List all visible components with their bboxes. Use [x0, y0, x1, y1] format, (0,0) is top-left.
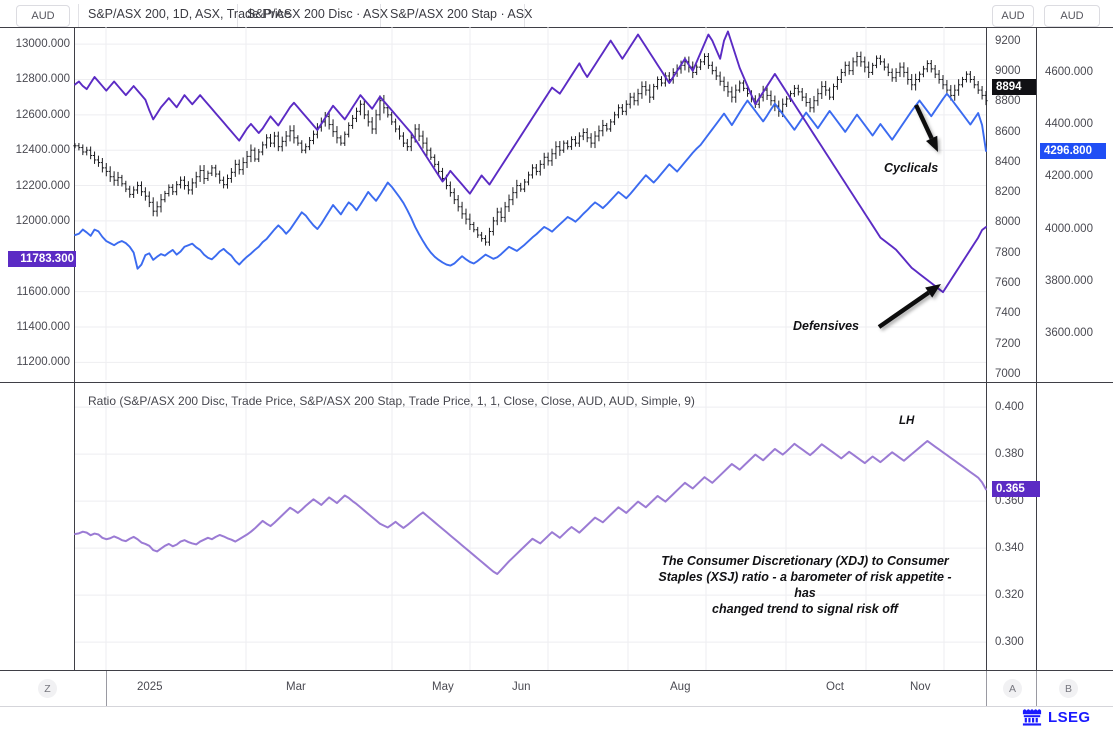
axis-tick-label: 11200.000 — [16, 356, 70, 369]
time-axis-label: Oct — [826, 681, 844, 693]
right-axis-b-price-badge[interactable]: 4296.800 — [1040, 142, 1106, 159]
axis-tick-label: 0.360 — [995, 495, 1024, 508]
axis-tick-label: 4600.000 — [1045, 65, 1093, 78]
timeaxis-axisA-divider — [986, 671, 987, 706]
lseg-wordmark: LSEG — [1048, 708, 1091, 726]
header-bottom-rule — [0, 27, 1113, 28]
left-axis-price-badge[interactable]: 11783.300 — [8, 251, 76, 268]
timeaxis-bottom-rule — [0, 706, 1113, 707]
right-axis-b-left-frame — [1036, 27, 1037, 671]
axis-tick-label: 0.380 — [995, 448, 1024, 461]
axis-tick-label: 13000.000 — [15, 38, 70, 51]
legend-divider — [237, 4, 238, 28]
axis-tick-label: 4400.000 — [1045, 118, 1093, 131]
annotation-cyclicals: Cyclicals — [884, 161, 939, 175]
axis-tick-label: 4000.000 — [1045, 222, 1093, 235]
axis-tick-label: 11600.000 — [16, 285, 70, 298]
axis-tick-label: 0.320 — [995, 589, 1024, 602]
annotation-commentary: The Consumer Discretionary (XDJ) to Cons… — [655, 553, 955, 617]
series-xdj-xsj-ratio — [74, 439, 987, 575]
price-plot-left-frame — [74, 27, 75, 671]
annotation-defensives: Defensives — [793, 319, 860, 333]
axis-tick-label: 8000 — [995, 216, 1021, 229]
axis-tick-label: 7400 — [995, 307, 1021, 320]
axis-tick-label: 12600.000 — [15, 108, 70, 121]
commentary-line: Staples (XSJ) ratio - a barometer of ris… — [658, 570, 952, 600]
axis-b-toggle-button[interactable]: B — [1059, 679, 1078, 698]
axis-tick-label: 8800 — [995, 95, 1021, 108]
time-axis-label: Aug — [670, 681, 691, 693]
axis-tick-label: 3600.000 — [1045, 326, 1093, 339]
timeaxis-axisB-divider — [1036, 671, 1037, 706]
axis-tick-label: 8600 — [995, 125, 1021, 138]
axis-tick-label: 7000 — [995, 367, 1021, 380]
zoom-reset-button[interactable]: Z — [38, 679, 57, 698]
gridlines — [75, 27, 986, 670]
left-axis-currency-pill[interactable]: AUD — [16, 5, 70, 27]
axis-tick-label: 9200 — [995, 34, 1021, 47]
axis-tick-label: 8200 — [995, 186, 1021, 199]
series-s-p-asx-200-stap-defensives- — [74, 30, 987, 294]
legend-divider — [524, 4, 525, 28]
axis-tick-label: 0.400 — [995, 401, 1024, 414]
axis-tick-label: 12000.000 — [15, 214, 70, 227]
ratio-study-title[interactable]: Ratio (S&P/ASX 200 Disc, Trade Price, S&… — [88, 394, 695, 408]
annotation-shapes — [876, 104, 941, 469]
lseg-logo: LSEG — [1021, 707, 1090, 727]
lseg-crest-icon — [1022, 709, 1042, 726]
axis-tick-label: 0.300 — [995, 636, 1024, 649]
legend-item-asx200[interactable]: S&P/ASX 200, 1D, ASX, Trade Price — [88, 7, 291, 21]
timeaxis-left-divider — [106, 671, 107, 706]
time-axis-label: 2025 — [137, 681, 163, 693]
axis-tick-label: 8400 — [995, 155, 1021, 168]
defensives-up-arrow — [877, 284, 941, 329]
legend-divider — [380, 4, 381, 28]
right-axis-a-price-badge[interactable]: 8894 — [992, 78, 1036, 95]
commentary-line: changed trend to signal risk off — [712, 602, 898, 616]
axis-tick-label: 0.340 — [995, 542, 1024, 555]
panel-divider-rule — [0, 382, 1113, 383]
ohlc-bars — [73, 51, 988, 246]
axis-tick-label: 11400.000 — [16, 320, 70, 333]
ratio-axis-value-badge[interactable]: 0.365 — [992, 481, 1040, 498]
axis-tick-label: 3800.000 — [1045, 274, 1093, 287]
axis-tick-label: 9000 — [995, 64, 1021, 77]
axis-tick-label: 12400.000 — [15, 144, 70, 157]
time-axis-label: Nov — [910, 681, 931, 693]
legend-item-asx200-stap[interactable]: S&P/ASX 200 Stap · ASX — [390, 7, 533, 21]
right-axis-b-currency-pill[interactable]: AUD — [1044, 5, 1100, 27]
plot-bottom-rule — [0, 670, 1113, 671]
time-axis[interactable]: Z A B 2025 Mar May Jun Aug Oct Nov — [0, 671, 1113, 707]
time-axis-label: Mar — [286, 681, 306, 693]
annotation-lower-high: LH — [899, 415, 915, 427]
chart-canvas — [73, 27, 988, 670]
legend-divider — [78, 4, 79, 28]
legend-item-asx200-disc[interactable]: S&P/ASX 200 Disc · ASX — [247, 7, 389, 21]
axis-tick-label: 12200.000 — [15, 179, 70, 192]
right-axis-a-left-frame — [986, 27, 987, 671]
series-s-p-asx-200-disc-cyclicals- — [74, 92, 987, 270]
axis-tick-label: 7600 — [995, 277, 1021, 290]
commentary-line: The Consumer Discretionary (XDJ) to Cons… — [661, 554, 949, 568]
axis-tick-label: 4200.000 — [1045, 170, 1093, 183]
axis-tick-label: 12800.000 — [15, 73, 70, 86]
axis-tick-label: 7800 — [995, 246, 1021, 259]
right-axis-a-currency-pill[interactable]: AUD — [992, 5, 1034, 27]
time-axis-label: Jun — [512, 681, 531, 693]
legend-bar: AUD S&P/ASX 200, 1D, ASX, Trade Price S&… — [0, 0, 1113, 28]
axis-tick-label: 7200 — [995, 337, 1021, 350]
cyclicals-down-arrow — [914, 104, 938, 152]
time-axis-label: May — [432, 681, 454, 693]
axis-a-toggle-button[interactable]: A — [1003, 679, 1022, 698]
